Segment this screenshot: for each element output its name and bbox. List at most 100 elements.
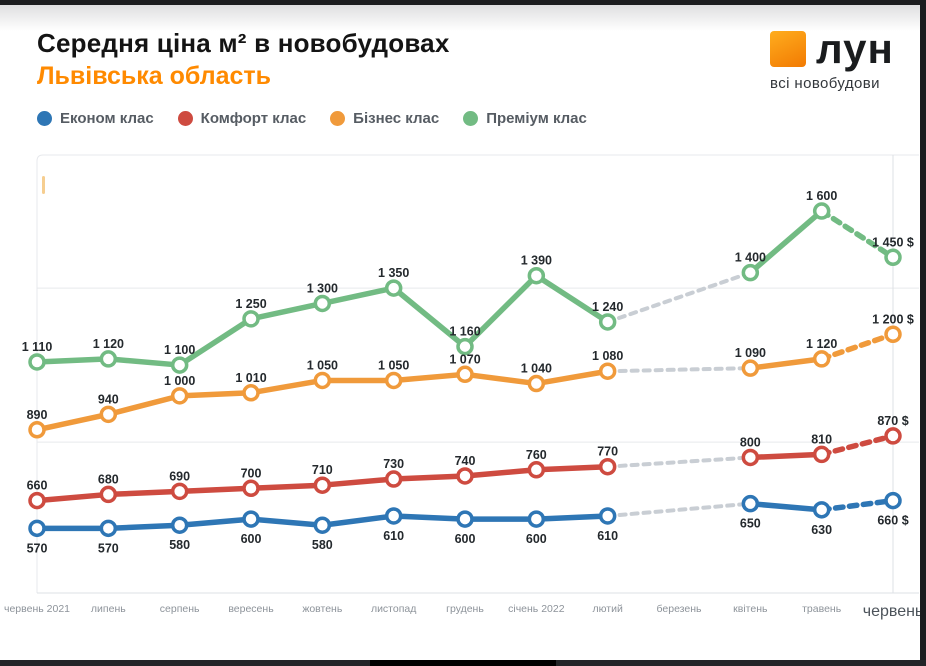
data-point — [456, 467, 474, 485]
x-axis-label: січень 2022 — [508, 603, 565, 615]
x-axis-label: березень — [657, 603, 703, 615]
data-point — [812, 202, 831, 220]
series-segment — [319, 285, 397, 307]
legend-item-komfort: Комфорт клас — [177, 110, 306, 127]
data-label: 680 — [98, 472, 119, 486]
chart-legend: Економ клас Комфорт клас Бізнес клас Пре… — [37, 110, 611, 127]
data-point — [812, 350, 831, 368]
frame-top-bar — [0, 0, 926, 5]
data-label: 770 — [597, 445, 618, 459]
series-gap-segment — [605, 366, 753, 374]
series-segment — [390, 285, 468, 350]
data-point — [456, 365, 474, 384]
data-point — [598, 362, 617, 380]
data-point — [884, 491, 902, 510]
x-axis-label: квітень — [733, 603, 768, 615]
data-point — [598, 457, 617, 476]
video-progress-bar[interactable] — [0, 660, 926, 666]
data-label: 660 $ — [877, 514, 908, 528]
data-point — [741, 448, 760, 467]
data-point — [28, 353, 46, 371]
page-title: Середня ціна м² в новобудовах — [37, 28, 450, 58]
series-segment — [818, 497, 896, 513]
series-segment — [390, 371, 468, 384]
series-segment — [248, 482, 326, 492]
series-segment — [105, 356, 183, 368]
series-segment — [818, 331, 896, 362]
series-segment — [747, 356, 825, 371]
series-gap-segment — [605, 501, 753, 518]
data-label: 890 — [27, 408, 48, 422]
data-label: 600 — [526, 532, 547, 546]
series-segment — [176, 516, 254, 528]
data-point — [99, 485, 118, 504]
data-label: 1 070 — [449, 352, 480, 366]
data-point — [170, 356, 189, 374]
series-segment — [747, 500, 825, 513]
series-segment — [176, 390, 254, 399]
data-label: 1 600 — [806, 189, 837, 203]
data-label: 740 — [455, 454, 476, 468]
series-segment — [34, 356, 112, 365]
data-point — [884, 427, 902, 445]
data-label: 600 — [455, 532, 476, 546]
x-axis-label: червень — [863, 603, 924, 620]
series-segment — [390, 473, 468, 482]
lun-logo-text: лун — [816, 25, 894, 72]
series-segment — [747, 208, 825, 276]
data-label: 1 040 — [521, 362, 552, 376]
series-segment — [533, 272, 611, 325]
legend-label-ekonom: Економ клас — [60, 110, 154, 127]
data-point — [741, 263, 760, 282]
series-segment — [818, 208, 896, 261]
data-point — [527, 374, 546, 393]
x-axis-label: червень 2021 — [4, 603, 70, 615]
video-progress-segment[interactable] — [370, 660, 556, 666]
data-label: 1 090 — [735, 346, 766, 360]
legend-dot-ekonom-icon — [37, 111, 52, 126]
data-point — [313, 371, 332, 390]
series-segment — [248, 516, 326, 528]
series-segment — [462, 272, 540, 350]
data-point — [170, 516, 189, 534]
data-label: 1 250 — [235, 297, 266, 311]
page-subtitle: Львівська область — [37, 62, 271, 90]
data-label: 1 120 — [93, 337, 124, 351]
data-point — [598, 507, 617, 525]
data-point — [313, 516, 332, 534]
lun-logo: лун всі новобудови — [770, 25, 894, 92]
data-label: 810 — [811, 432, 832, 446]
x-axis-label: жовтень — [302, 603, 343, 615]
data-point — [812, 445, 831, 464]
data-label: 710 — [312, 463, 333, 477]
data-label: 1 400 — [735, 251, 766, 265]
series-segment — [390, 513, 468, 522]
data-point — [242, 479, 260, 498]
data-label: 1 120 — [806, 337, 837, 351]
series-segment — [818, 433, 896, 458]
data-label: 800 — [740, 435, 761, 449]
data-label: 1 160 — [449, 325, 480, 339]
data-label: 760 — [526, 448, 547, 462]
data-point — [812, 501, 831, 519]
data-label: 1 010 — [235, 371, 266, 385]
legend-item-premium: Преміум клас — [463, 110, 587, 127]
data-label: 660 — [27, 479, 48, 493]
data-label: 580 — [169, 538, 190, 552]
series-segment — [462, 467, 540, 479]
data-point — [384, 470, 403, 488]
data-point — [28, 519, 46, 538]
data-label: 1 050 — [307, 358, 338, 372]
x-axis-label: вересень — [228, 603, 274, 615]
series-gap-segment — [605, 270, 753, 324]
legend-dot-komfort-icon — [177, 111, 193, 126]
data-label: 630 — [811, 523, 832, 537]
series-segment — [176, 316, 254, 368]
data-point — [384, 507, 403, 525]
legend-item-biznes: Бізнес клас — [330, 110, 439, 127]
data-label: 570 — [27, 541, 48, 555]
data-point — [242, 384, 260, 402]
x-axis-label: липень — [91, 603, 126, 615]
plot-border — [36, 154, 919, 593]
